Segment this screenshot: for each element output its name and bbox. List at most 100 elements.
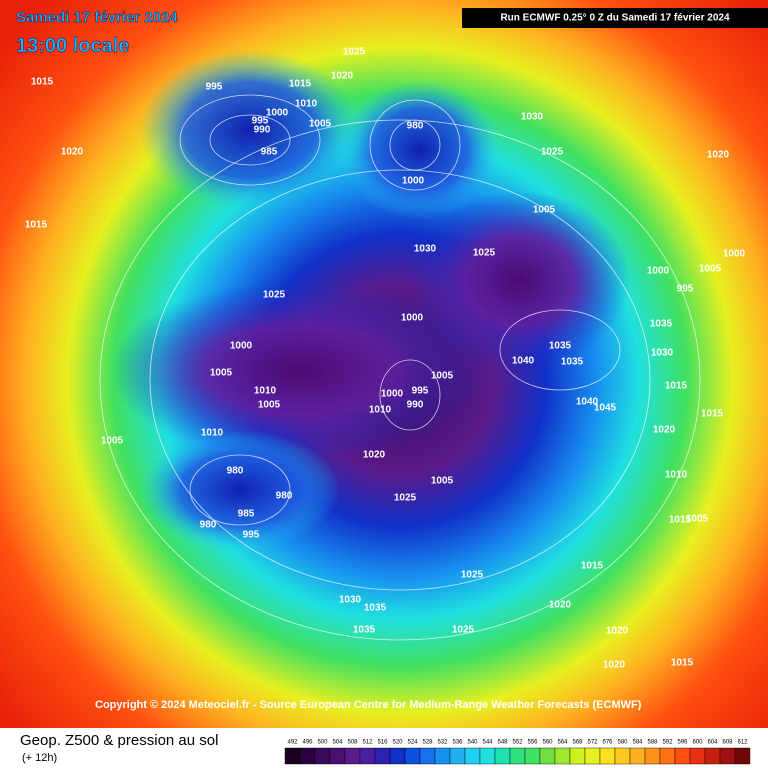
scale-cell	[419, 747, 436, 765]
time-label: 13:00 locale	[16, 35, 129, 57]
scale-tick-label: 608	[722, 740, 733, 746]
scale-tick-label: 516	[377, 740, 388, 746]
scale-tick-label: 564	[557, 740, 568, 746]
scale-cell	[389, 747, 406, 765]
isobar-label: 1005	[309, 119, 332, 130]
isobar-label: 995	[252, 116, 269, 127]
isobar-label: 995	[243, 530, 260, 541]
isobar-label: 990	[407, 400, 424, 411]
scale-tick-label: 528	[422, 740, 433, 746]
scale-tick-label: 584	[632, 740, 643, 746]
scale-cell	[374, 747, 391, 765]
isobar-label: 1015	[25, 220, 48, 231]
isobar-label: 1020	[606, 626, 629, 637]
isobar-label: 1005	[210, 368, 233, 379]
scale-cell	[344, 747, 361, 765]
scale-cell	[659, 747, 676, 765]
isobar-label: 1025	[343, 47, 366, 58]
footer-subtitle: (+ 12h)	[22, 752, 57, 764]
isobar-label: 1015	[665, 381, 688, 392]
isobar-label: 1015	[669, 515, 692, 526]
scale-cell	[509, 747, 526, 765]
scale-cell	[704, 747, 721, 765]
isobars	[99, 94, 701, 641]
scale-cell	[314, 747, 331, 765]
scale-cell	[629, 747, 646, 765]
isobar-label: 1005	[431, 371, 454, 382]
isobar-label: 1015	[289, 79, 312, 90]
scale-tick-label: 504	[332, 740, 343, 746]
scale-tick-label: 568	[572, 740, 583, 746]
scale-cell	[524, 747, 541, 765]
isobar-label: 1035	[353, 625, 376, 636]
scale-tick-label: 548	[497, 740, 508, 746]
trough	[340, 80, 500, 220]
scale-cell	[284, 747, 301, 765]
low-core	[110, 280, 490, 460]
isobar-label: 1005	[258, 400, 281, 411]
scale-cell	[404, 747, 421, 765]
scale-tick-label: 552	[512, 740, 523, 746]
isobar-label: 1000	[647, 266, 670, 277]
scale-tick-label: 588	[647, 740, 658, 746]
isobar-label: 1025	[452, 625, 475, 636]
isobar-label: 1020	[331, 71, 354, 82]
scale-tick-label: 508	[347, 740, 358, 746]
low-core	[410, 190, 630, 370]
scale-tick-label: 600	[692, 740, 703, 746]
scale-cell	[719, 747, 736, 765]
run-bar	[462, 8, 768, 28]
isobar-label: 1005	[431, 476, 454, 487]
isobar-label: 1025	[461, 570, 484, 581]
isobar-label: 1045	[594, 403, 617, 414]
isobar-label: 1020	[653, 425, 676, 436]
isobar-label: 1035	[364, 603, 387, 614]
scale-cell	[734, 747, 751, 765]
scale-cell	[554, 747, 571, 765]
scale-tick-label: 612	[737, 740, 748, 746]
isobar-label: 1010	[254, 386, 277, 397]
isobar-label: 980	[276, 491, 293, 502]
scale-cell	[689, 747, 706, 765]
isobar-label: 1030	[414, 244, 437, 255]
isobar-label: 1015	[31, 77, 54, 88]
scale-cell	[569, 747, 586, 765]
trough	[140, 430, 340, 550]
isobar-label: 1005	[686, 514, 709, 525]
isobar-label: 1000	[230, 341, 253, 352]
copyright: Copyright © 2024 Meteociel.fr - Source E…	[95, 699, 642, 711]
isobar-label: 1000	[266, 108, 289, 119]
scale-cell	[329, 747, 346, 765]
isobar-label: 995	[206, 82, 223, 93]
isobar-label: 1010	[369, 405, 392, 416]
isobar-label: 1030	[521, 112, 544, 123]
scale-cell	[494, 747, 511, 765]
isobar-label: 1015	[701, 409, 724, 420]
isobar-label: 1040	[512, 356, 535, 367]
isobar-label: 1020	[363, 450, 386, 461]
isobar-label: 1005	[533, 205, 556, 216]
scale-tick-label: 520	[392, 740, 403, 746]
scale-cell	[599, 747, 616, 765]
run-label: Run ECMWF 0.25° 0 Z du Samedi 17 février…	[500, 13, 730, 24]
scale-tick-label: 540	[467, 740, 478, 746]
scale-tick-label: 512	[362, 740, 373, 746]
scale-tick-label: 576	[602, 740, 613, 746]
isobar-label: 1040	[576, 397, 599, 408]
isobar-label: 990	[254, 125, 271, 136]
scale-cell	[614, 747, 631, 765]
isobar-label: 1020	[61, 147, 84, 158]
scale-cell	[539, 747, 556, 765]
scale-cell	[479, 747, 496, 765]
isobar-label: 980	[200, 520, 217, 531]
isobar-label: 995	[677, 284, 694, 295]
isobar-label: 995	[412, 386, 429, 397]
footer-title: Geop. Z500 & pression au sol	[20, 732, 218, 749]
isobar-label: 1025	[473, 248, 496, 259]
isobar-label: 1020	[707, 150, 730, 161]
scale-cell	[449, 747, 466, 765]
scale-cell	[299, 747, 316, 765]
isobar-label: 985	[238, 509, 255, 520]
isobar-label: 1010	[665, 470, 688, 481]
isobar-label: 1005	[699, 264, 722, 275]
